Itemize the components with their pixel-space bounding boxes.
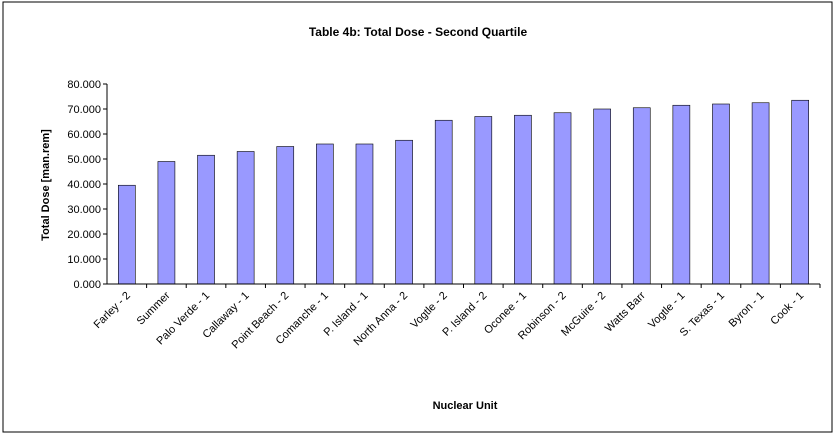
y-tick-label: 10.000 [67,254,101,266]
bar [474,116,493,285]
bar [751,102,770,285]
bar [712,103,730,285]
bar [672,104,691,285]
bar [157,161,176,285]
y-tick-label: 20.000 [67,229,101,241]
bar [434,119,453,285]
y-tick-label: 60.000 [67,129,101,141]
y-tick-label: 50.000 [67,154,101,166]
y-tick-label: 0.000 [73,279,101,291]
y-tick-label: 30.000 [67,204,101,216]
y-tick-label: 70.000 [67,104,101,116]
x-axis-label: Nuclear Unit [433,400,498,412]
y-tick-label: 80.000 [67,79,101,91]
bar [791,99,809,285]
bar [316,143,334,285]
bar [632,107,651,285]
bar [118,184,136,285]
chart-title: Table 4b: Total Dose - Second Quartile [309,25,528,39]
y-axis-label: Total Dose [man.rem] [40,129,52,241]
bar [355,143,374,285]
bar [395,139,413,285]
bar [593,108,611,285]
bar [197,154,215,285]
chart-border [2,1,833,433]
bar [236,151,255,285]
bar [514,114,532,285]
bar [553,112,572,285]
y-tick-label: 40.000 [67,179,101,191]
bar [276,146,295,285]
